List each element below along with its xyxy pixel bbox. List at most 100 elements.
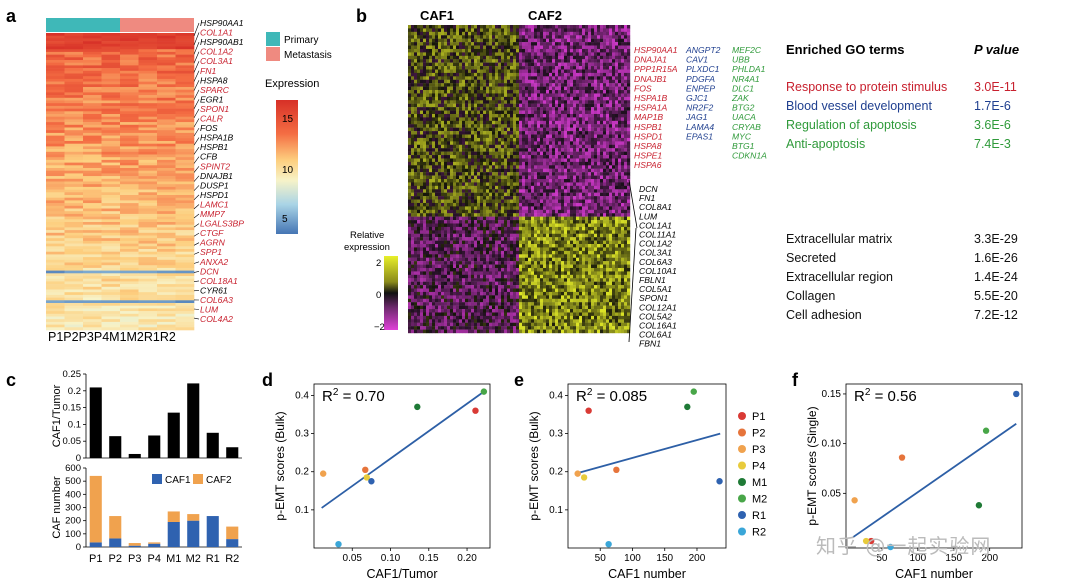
heatmap-cell	[543, 79, 547, 84]
heatmap-cell	[522, 76, 526, 80]
heatmap-cell	[549, 28, 553, 33]
heatmap-cell	[64, 232, 84, 236]
heatmap-cell	[450, 90, 454, 94]
heatmap-cell	[175, 278, 195, 282]
gene-connector	[193, 41, 200, 55]
heatmap-cell	[46, 319, 65, 323]
heatmap-cell	[459, 55, 463, 60]
heatmap-cell	[564, 52, 568, 56]
heatmap-cell	[426, 144, 430, 149]
heatmap-cell	[492, 120, 496, 125]
heatmap-cell	[138, 95, 158, 99]
heatmap-cell	[175, 162, 195, 166]
heatmap-cell	[101, 313, 121, 317]
heatmap-cell	[474, 76, 478, 80]
heatmap-cell	[417, 52, 421, 56]
heatmap-cell	[468, 35, 472, 39]
heatmap-cell	[576, 25, 580, 29]
heatmap-cell	[157, 60, 176, 63]
heatmap-cell	[552, 107, 556, 111]
heatmap-cell	[549, 35, 553, 39]
heatmap-cell	[417, 192, 421, 197]
heatmap-cell	[540, 90, 544, 94]
heatmap-cell	[621, 148, 625, 152]
heatmap-cell	[456, 206, 460, 210]
heatmap-cell	[120, 135, 139, 139]
heatmap-cell	[480, 124, 484, 128]
heatmap-cell	[474, 113, 478, 118]
heatmap-cell	[585, 59, 589, 63]
heatmap-cell	[483, 144, 487, 149]
heatmap-cell	[489, 86, 493, 91]
heatmap-cell	[468, 192, 472, 197]
heatmap-cell	[537, 76, 541, 80]
heatmap-cell	[175, 114, 195, 117]
heatmap-cell	[474, 107, 478, 111]
heatmap-cell	[414, 25, 418, 29]
heatmap-cell	[175, 84, 195, 88]
heatmap-cell	[567, 113, 571, 118]
gene-label: SPON1	[200, 104, 229, 114]
heatmap-cell	[175, 54, 195, 58]
heatmap-cell	[444, 144, 448, 149]
heatmap-cell	[567, 189, 571, 193]
heatmap-cell	[606, 48, 610, 53]
heatmap-cell	[120, 165, 139, 169]
heatmap-cell	[46, 105, 65, 109]
heatmap-cell	[438, 28, 442, 33]
heatmap-cell	[519, 35, 523, 39]
heatmap-cell	[516, 161, 520, 166]
heatmap-cell	[597, 35, 601, 39]
heatmap-cell	[528, 127, 532, 132]
heatmap-cell	[120, 41, 139, 45]
heatmap-cell	[456, 83, 460, 87]
heatmap-cell	[606, 124, 610, 128]
heatmap-cell	[522, 165, 526, 169]
heatmap-cell	[576, 131, 580, 135]
heatmap-cell	[585, 124, 589, 128]
heatmap-cell	[621, 124, 625, 128]
heatmap-cell	[594, 107, 598, 111]
heatmap-cell	[435, 66, 439, 70]
heatmap-cell	[468, 175, 472, 180]
heatmap-cell	[570, 59, 574, 63]
heatmap-cell	[516, 151, 520, 156]
heatmap-cell	[486, 148, 490, 152]
gene-label: EGR1	[200, 94, 224, 104]
heatmap-cell	[612, 134, 616, 139]
heatmap-cell	[175, 243, 195, 247]
heatmap-cell	[552, 35, 556, 39]
heatmap-cell	[498, 182, 502, 187]
heatmap-cell	[594, 124, 598, 128]
heatmap-cell	[591, 45, 595, 50]
heatmap-cell	[624, 141, 628, 145]
heatmap-cell	[534, 90, 538, 94]
heatmap-cell	[504, 69, 508, 74]
heatmap-cell	[588, 179, 592, 183]
heatmap-cell	[534, 124, 538, 128]
heatmap-cell	[483, 107, 487, 111]
heatmap-cell	[576, 42, 580, 46]
heatmap-cell	[474, 168, 478, 173]
heatmap-cell	[175, 141, 195, 144]
heatmap-cell	[609, 185, 613, 190]
heatmap-cell	[120, 184, 139, 188]
heatmap-cell	[564, 72, 568, 77]
heatmap-cell	[101, 170, 121, 174]
heatmap-cell	[489, 55, 493, 60]
heatmap-cell	[507, 42, 511, 46]
heatmap-cell	[627, 86, 631, 91]
heatmap-cell	[558, 93, 562, 98]
heatmap-cell	[537, 107, 541, 111]
heatmap-cell	[435, 90, 439, 94]
heatmap-cell	[489, 79, 493, 84]
heatmap-cell	[531, 90, 535, 94]
heatmap-cell	[435, 52, 439, 56]
heatmap-cell	[522, 62, 526, 67]
heatmap-cell	[549, 141, 553, 145]
heatmap-cell	[513, 79, 517, 84]
heatmap-cell	[64, 105, 84, 109]
heatmap-cell	[101, 78, 121, 82]
heatmap-cell	[591, 179, 595, 183]
heatmap-cell	[597, 83, 601, 87]
